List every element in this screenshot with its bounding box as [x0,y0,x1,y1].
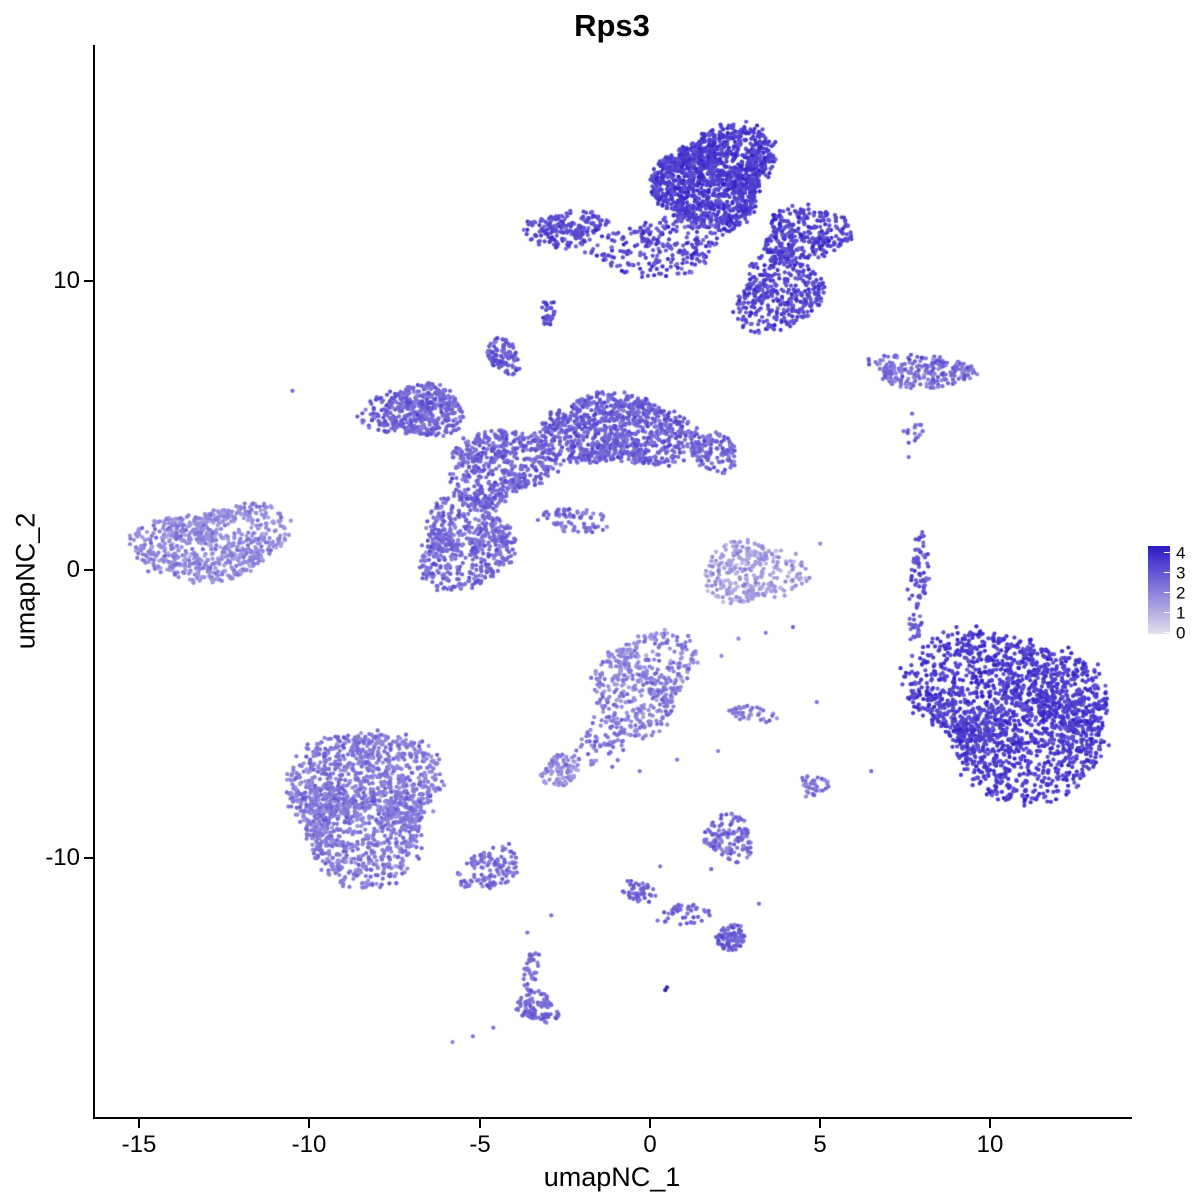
x-tick-mark [308,1119,310,1128]
legend-label: 0 [1176,623,1186,643]
x-tick-label: 10 [976,1131,1004,1158]
legend-tick [1164,552,1170,553]
x-tick-mark [138,1119,140,1128]
legend-tick [1164,632,1170,633]
x-axis-title: umapNC_1 [543,1162,681,1192]
legend-tick [1164,592,1170,593]
y-tick-label: -10 [45,844,80,871]
x-tick-mark [819,1119,821,1128]
legend-label: 4 [1176,543,1186,563]
x-axis-line [93,1117,1132,1119]
x-tick-label: -5 [469,1131,491,1158]
y-axis-title: umapNC_2 [10,512,41,650]
y-axis-line [93,45,95,1119]
legend-tick [1164,612,1170,613]
x-tick-mark [479,1119,481,1128]
plot-title: Rps3 [574,8,650,43]
legend-label: 3 [1176,563,1186,583]
legend-gradient-bar [1148,546,1170,634]
legend-label: 2 [1176,583,1186,603]
y-tick-mark [84,857,93,859]
y-tick-mark [84,569,93,571]
x-tick-mark [649,1119,651,1128]
x-tick-label: -10 [291,1131,327,1158]
y-tick-label: 0 [66,556,80,583]
y-tick-mark [84,280,93,282]
legend-label: 1 [1176,603,1186,623]
x-tick-label: 5 [813,1131,827,1158]
x-tick-label: -15 [121,1131,157,1158]
x-tick-mark [989,1119,991,1128]
expression-color-legend: 4 3 2 1 0 [1148,543,1200,642]
y-tick-label: 10 [53,267,80,294]
legend-tick [1164,572,1170,573]
x-tick-label: 0 [643,1131,657,1158]
